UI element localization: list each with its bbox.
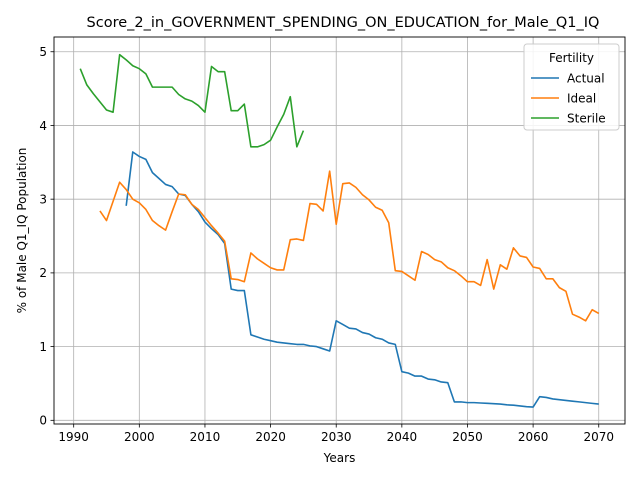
- series-line-ideal: [99, 170, 600, 322]
- legend-items: Actual Ideal Sterile: [531, 71, 606, 125]
- chart-title: Score_2_in_GOVERNMENT_SPENDING_ON_EDUCAT…: [87, 15, 600, 31]
- plot-frame: [53, 36, 626, 425]
- y-tick-label: 3: [39, 192, 47, 206]
- y-tick-label: 4: [39, 119, 47, 133]
- y-tick-label: 2: [39, 266, 47, 280]
- y-tick-label: 5: [39, 45, 47, 59]
- legend-frame: [523, 43, 620, 131]
- series-lines: [79, 53, 600, 408]
- series-line-sterile: [79, 53, 305, 148]
- y-tick-label: 0: [39, 414, 47, 428]
- legend-title: Fertility: [549, 51, 594, 65]
- x-tick-label: 2040: [387, 430, 418, 444]
- y-tick-label: 1: [39, 340, 47, 354]
- x-tick-label: 2000: [124, 430, 155, 444]
- series-line-actual: [125, 151, 599, 408]
- x-axis-ticks: 1990 2000 2010 2020 2030 2040 2050 2060 2070: [58, 424, 614, 444]
- x-tick-label: 2010: [190, 430, 221, 444]
- legend-label-sterile: Sterile: [567, 111, 606, 125]
- y-axis-ticks: 0 1 2 3 4 5: [39, 45, 54, 428]
- x-tick-label: 2030: [321, 430, 352, 444]
- x-tick-label: 1990: [58, 430, 89, 444]
- x-tick-label: 2020: [255, 430, 286, 444]
- x-tick-label: 2070: [583, 430, 614, 444]
- y-axis-label: % of Male Q1_IQ Population: [15, 148, 29, 314]
- legend-label-ideal: Ideal: [567, 91, 596, 105]
- x-axis-label: Years: [323, 451, 356, 465]
- legend-label-actual: Actual: [567, 71, 605, 85]
- legend: Fertility Actual Ideal Sterile: [523, 43, 620, 131]
- x-tick-label: 2050: [452, 430, 483, 444]
- x-tick-label: 2060: [518, 430, 549, 444]
